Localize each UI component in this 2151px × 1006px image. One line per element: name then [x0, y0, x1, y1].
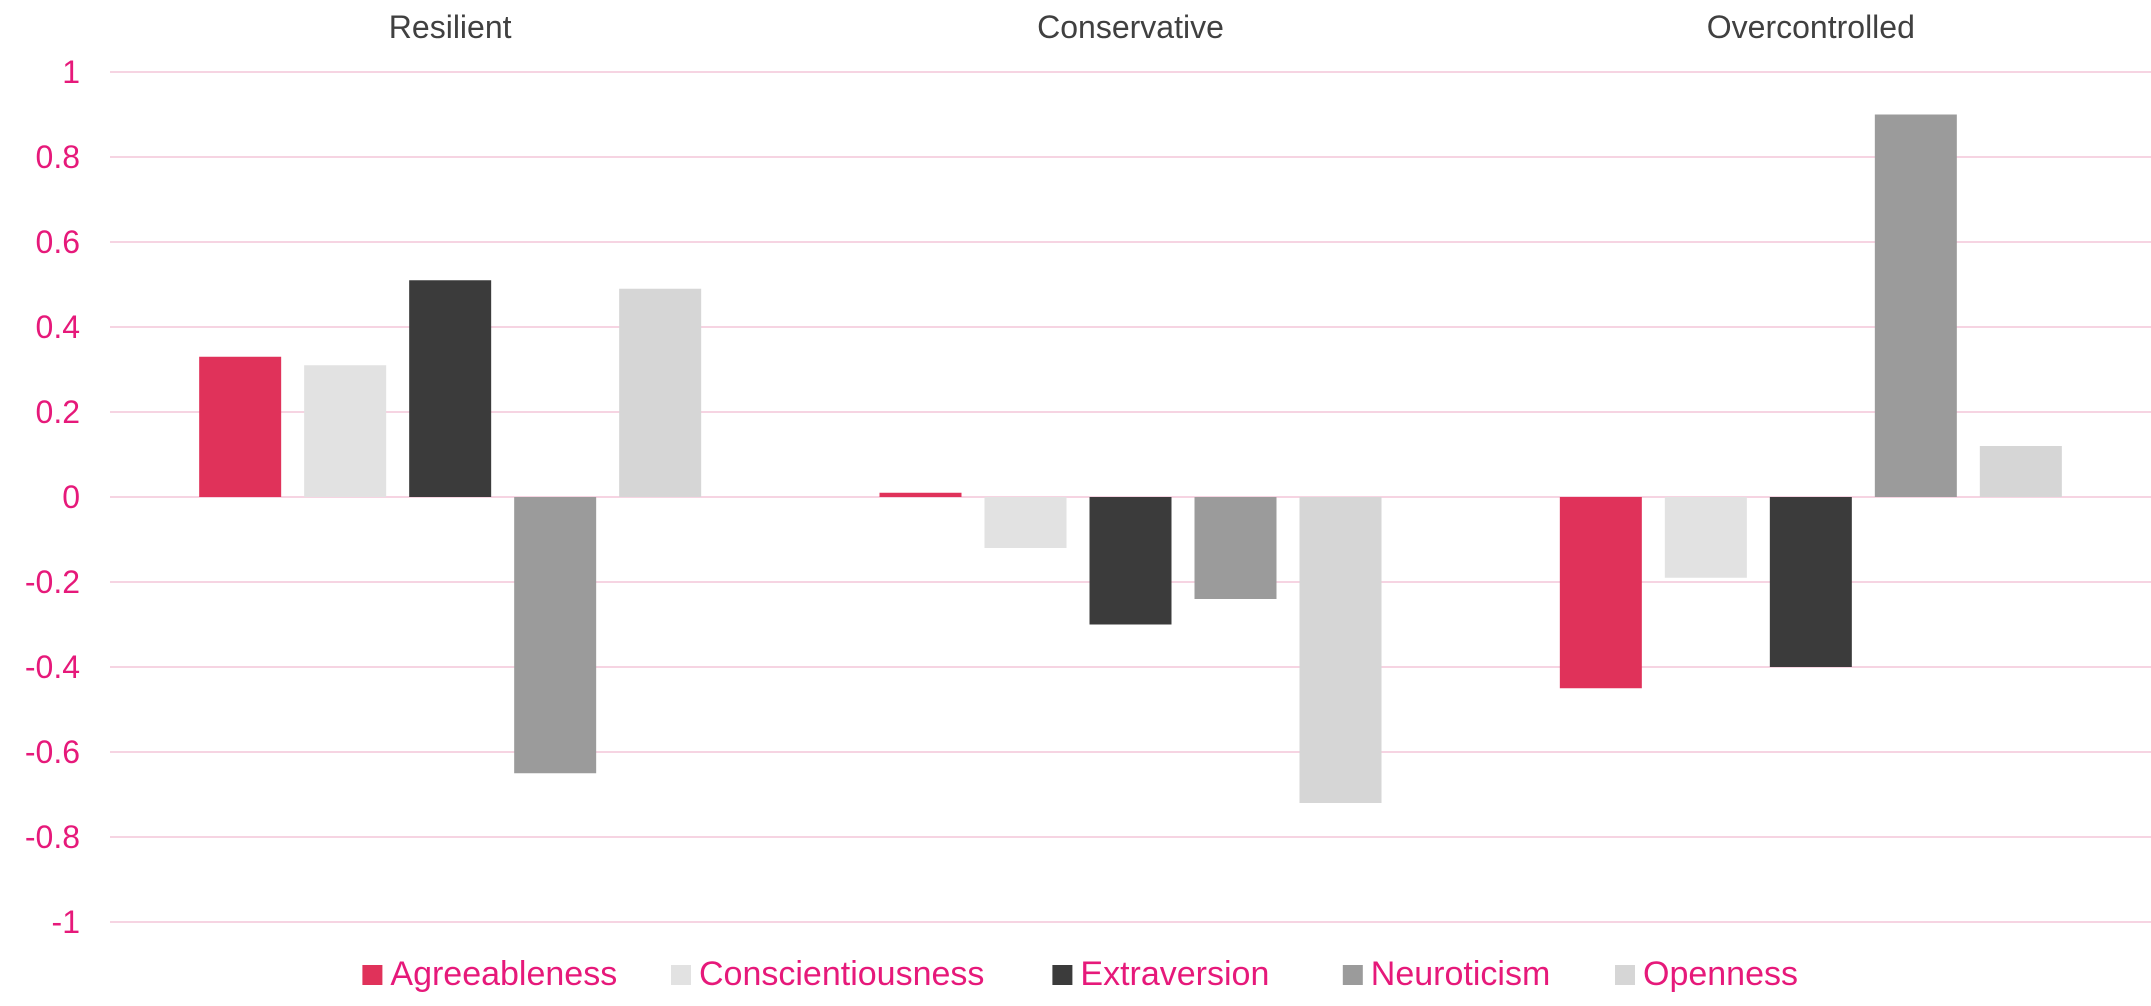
category-label: Conservative	[1037, 9, 1224, 45]
legend-swatch-conscientiousness	[671, 965, 691, 985]
y-tick-label: 1	[62, 54, 80, 90]
bar-conscientiousness-overcontrolled	[1664, 497, 1747, 578]
y-axis-ticks: 1 0.8 0.6 0.4 0.2 0 -0.2 -0.4 -0.6 -0.8 -1	[25, 54, 80, 940]
y-tick-label: 0.2	[36, 394, 80, 430]
bar-agreeableness-overcontrolled	[1559, 497, 1642, 689]
y-tick-label: -0.4	[25, 649, 80, 685]
bar-agreeableness-resilient	[199, 356, 282, 497]
y-tick-label: 0	[62, 479, 80, 515]
bar-extraversion-conservative	[1089, 497, 1172, 625]
legend-swatch-neuroticism	[1342, 965, 1363, 985]
legend-label-neuroticism: Neuroticism	[1371, 955, 1550, 993]
category-label: Overcontrolled	[1707, 9, 1915, 45]
bar-neuroticism-resilient	[514, 497, 597, 774]
legend-label-agreeableness: Agreeableness	[390, 955, 617, 993]
legend: Agreeableness Conscientiousness Extraversi…	[362, 955, 1798, 993]
bar-agreeableness-conservative	[879, 492, 962, 497]
bar-openness-resilient	[619, 288, 702, 497]
legend-label-openness: Openness	[1643, 955, 1798, 993]
bar-conscientiousness-conservative	[984, 497, 1067, 548]
category-label: Resilient	[389, 9, 512, 45]
bar-openness-overcontrolled	[1979, 446, 2062, 497]
legend-label-extraversion: Extraversion	[1080, 955, 1269, 993]
bar-neuroticism-conservative	[1194, 497, 1277, 599]
bars	[199, 114, 2062, 803]
legend-label-conscientiousness: Conscientiousness	[699, 955, 984, 993]
bar-extraversion-resilient	[409, 280, 492, 497]
bar-conscientiousness-resilient	[304, 365, 387, 497]
bar-openness-conservative	[1299, 497, 1382, 803]
y-tick-label: -1	[52, 904, 80, 940]
bar-neuroticism-overcontrolled	[1874, 114, 1957, 497]
bar-extraversion-overcontrolled	[1769, 497, 1852, 667]
category-labels: Resilient Conservative Overcontrolled	[389, 9, 1915, 45]
y-tick-label: 0.8	[36, 139, 80, 175]
legend-swatch-agreeableness	[362, 965, 383, 985]
y-tick-label: -0.8	[25, 819, 80, 855]
y-tick-label: 0.6	[36, 224, 80, 260]
y-tick-label: 0.4	[36, 309, 80, 345]
y-tick-label: -0.6	[25, 734, 80, 770]
y-tick-label: -0.2	[25, 564, 80, 600]
legend-swatch-extraversion	[1052, 965, 1073, 985]
legend-swatch-openness	[1615, 965, 1635, 985]
